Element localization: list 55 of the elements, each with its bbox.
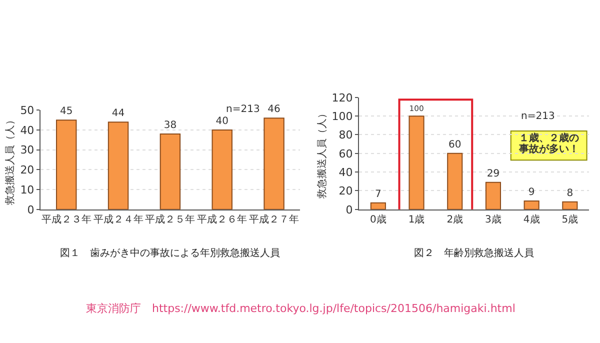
- bar: [524, 200, 540, 210]
- bar: [160, 134, 181, 210]
- data-label: 9: [528, 187, 535, 198]
- data-label: 44: [112, 108, 125, 120]
- y-tick-label: 0: [346, 203, 353, 216]
- y-tick-label: 100: [332, 110, 353, 123]
- bar: [562, 201, 578, 210]
- x-tick-label: 3歳: [485, 213, 502, 226]
- bar: [447, 152, 463, 210]
- data-label: 46: [268, 104, 280, 116]
- data-label: 8: [566, 188, 574, 199]
- annotation: n=213: [521, 111, 555, 122]
- data-label: 40: [216, 116, 228, 128]
- x-tick-label: 2歳: [446, 213, 464, 226]
- y-tick-label: 10: [20, 183, 34, 196]
- y-tick-label: 40: [20, 124, 34, 137]
- annotation: n=213: [226, 104, 260, 115]
- x-tick-label: 1歳: [408, 213, 425, 226]
- bar: [108, 122, 129, 210]
- bar: [264, 118, 284, 210]
- bar: [212, 130, 232, 210]
- y-tick-label: 30: [20, 144, 34, 157]
- y-tick-label: 120: [332, 91, 353, 104]
- y-axis-title: 救急搬送人員（人）: [4, 114, 16, 206]
- bar: [408, 116, 424, 210]
- caption: 図１ 歯みがき中の事故による年別救急搬送人員: [60, 247, 280, 259]
- bar: [370, 202, 386, 210]
- data-label: 60: [448, 139, 462, 150]
- y-tick-label: 40: [338, 166, 353, 179]
- x-tick-label: 4歳: [523, 213, 540, 226]
- data-label: 29: [486, 168, 500, 180]
- y-tick-label: 20: [20, 164, 34, 177]
- caption: 図２ 年齢別救急搬送人員: [414, 247, 534, 259]
- x-tick-label: 平成２７年: [249, 213, 300, 226]
- data-label: 45: [60, 106, 73, 118]
- text: 東京消防庁 https://www.tfd.metro.tokyo.lg.jp/lfe/topics/201506/hamigaki.html: [86, 302, 516, 315]
- x-tick-label: 平成２５年: [145, 213, 196, 226]
- annotation: 事故が多い！: [518, 143, 579, 155]
- bar: [485, 182, 502, 210]
- data-label: 38: [164, 120, 177, 132]
- y-tick-label: 50: [20, 104, 34, 118]
- data-label: 7: [374, 188, 382, 200]
- x-tick-label: 平成２６年: [197, 213, 248, 226]
- y-tick-label: 20: [338, 184, 353, 198]
- x-tick-label: 平成２４年: [93, 213, 144, 226]
- x-tick-label: 5歳: [562, 213, 578, 226]
- y-tick-label: 80: [338, 128, 353, 142]
- data-label: 100: [409, 104, 424, 113]
- annotation: １歳、２歳の: [519, 132, 579, 144]
- y-tick-label: 60: [338, 147, 353, 160]
- y-tick-label: 0: [27, 203, 34, 216]
- x-tick-label: 平成２３年: [41, 213, 92, 226]
- bar: [56, 120, 77, 210]
- x-tick-label: 0歳: [370, 213, 386, 226]
- y-axis-title: 救急搬送人員（人）: [316, 108, 328, 200]
